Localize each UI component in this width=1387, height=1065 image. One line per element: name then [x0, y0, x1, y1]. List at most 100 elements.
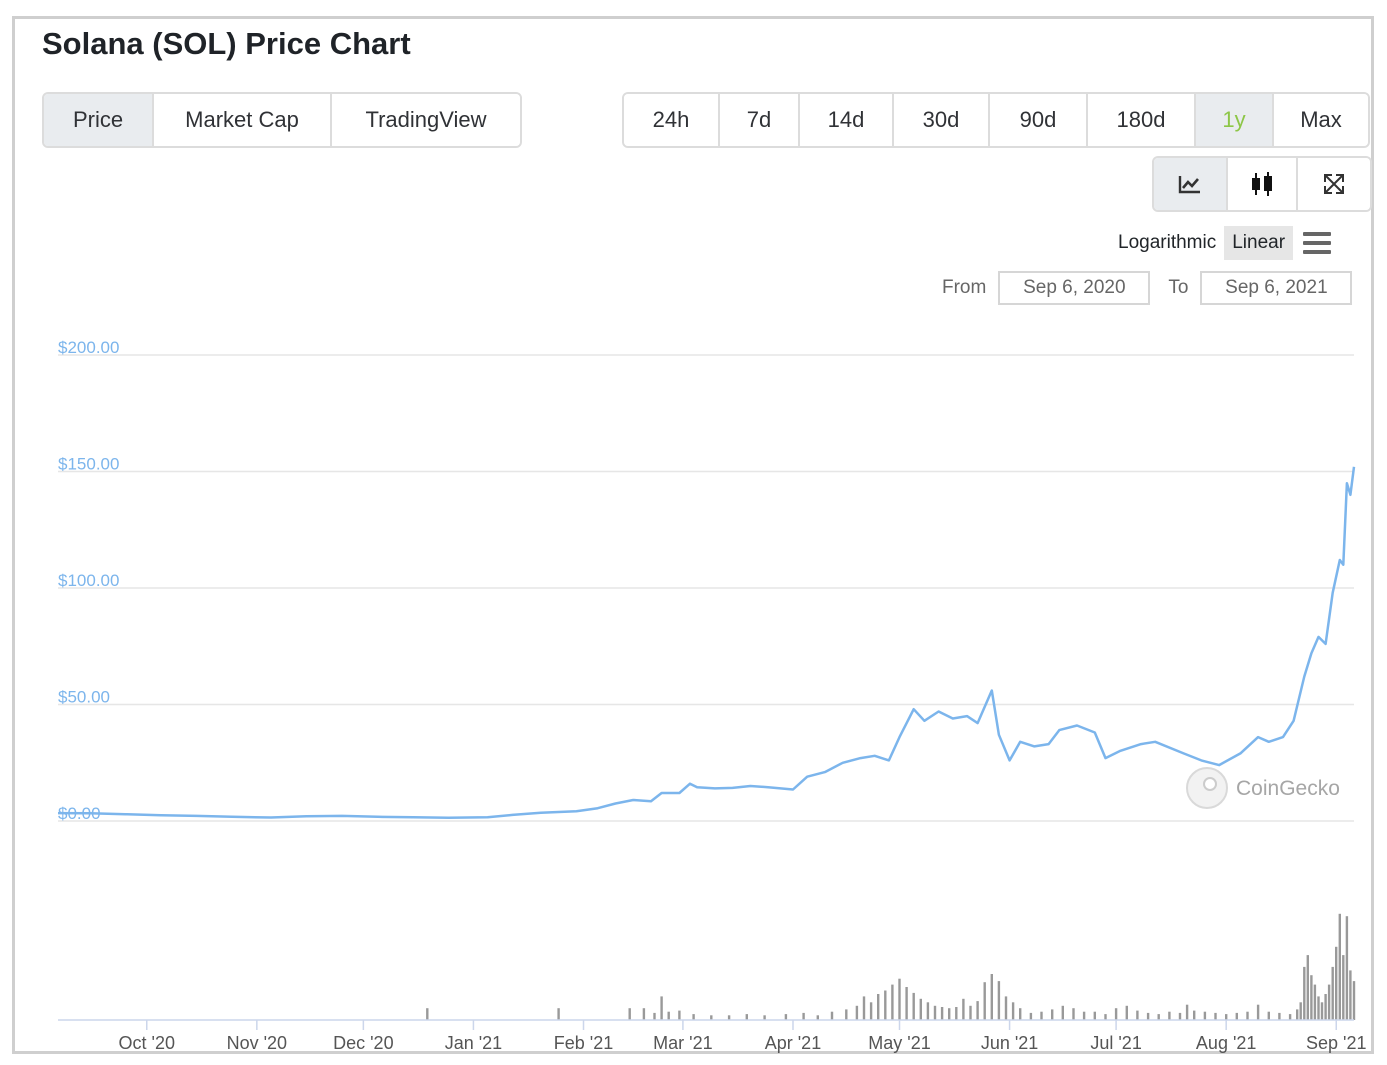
- volume-bar: [1004, 996, 1008, 1020]
- volume-bar: [426, 1008, 429, 1020]
- tab-market-cap[interactable]: Market Cap: [154, 94, 332, 146]
- volume-bar: [1303, 966, 1306, 1020]
- fullscreen-icon: [1324, 174, 1344, 194]
- volume-bar: [1320, 1002, 1324, 1020]
- range-30d[interactable]: 30d: [894, 94, 990, 146]
- volume-bar: [1256, 1004, 1260, 1020]
- volume-bar: [898, 978, 901, 1020]
- volume-bar: [660, 996, 663, 1020]
- volume-bar: [1235, 1012, 1238, 1020]
- volume-bar: [1352, 981, 1356, 1020]
- time-range-selector: 24h 7d 14d 30d 90d 180d 1y Max: [622, 92, 1370, 148]
- price-series-line: [57, 466, 1356, 819]
- chart-card: [12, 16, 1374, 1054]
- hamburger-menu-icon[interactable]: [1303, 232, 1332, 254]
- volume-bar: [1327, 984, 1331, 1020]
- fullscreen-button[interactable]: [1298, 158, 1370, 210]
- volume-bar: [1313, 984, 1317, 1020]
- range-90d[interactable]: 90d: [990, 94, 1088, 146]
- volume-bar: [1072, 1008, 1075, 1020]
- watermark-text: CoinGecko: [1236, 777, 1340, 800]
- volume-bar: [969, 1005, 972, 1020]
- volume-bar: [948, 1008, 951, 1020]
- candlestick-icon: [1252, 172, 1272, 196]
- volume-bar: [884, 990, 887, 1020]
- y-tick-label: $200.00: [58, 338, 119, 357]
- range-1y[interactable]: 1y: [1196, 94, 1274, 146]
- volume-bar: [940, 1007, 944, 1020]
- y-tick-label: $100.00: [58, 571, 119, 590]
- from-date-input[interactable]: [998, 271, 1151, 305]
- volume-bar: [1342, 955, 1345, 1020]
- volume-bar: [933, 1005, 937, 1020]
- volume-bar: [802, 1012, 805, 1020]
- y-tick-label: $50.00: [58, 688, 110, 707]
- volume-bar: [962, 998, 965, 1020]
- date-range: From To: [930, 270, 1353, 306]
- x-tick-label: Aug '21: [1196, 1033, 1257, 1053]
- volume-bar: [1193, 1010, 1196, 1020]
- volume-bar: [1082, 1011, 1086, 1020]
- volume-bar: [1185, 1004, 1189, 1020]
- volume-bar: [976, 1001, 979, 1020]
- volume-bar: [1317, 996, 1320, 1020]
- volume-bar: [1114, 1008, 1118, 1020]
- chart-tabs: Price Market Cap TradingView: [42, 92, 522, 148]
- x-tick-label: Sep '21: [1306, 1033, 1367, 1053]
- x-tick-label: Jul '21: [1090, 1033, 1141, 1053]
- volume-bar: [1019, 1008, 1022, 1020]
- volume-bar: [1278, 1012, 1281, 1020]
- volume-bar: [1093, 1011, 1096, 1020]
- range-180d[interactable]: 180d: [1088, 94, 1196, 146]
- range-24h[interactable]: 24h: [624, 94, 720, 146]
- volume-bar: [905, 987, 908, 1020]
- line-chart-icon: [1178, 176, 1200, 194]
- volume-bar: [919, 998, 922, 1020]
- volume-bar: [830, 1011, 834, 1020]
- line-chart-button[interactable]: [1154, 158, 1228, 210]
- volume-bar: [784, 1014, 788, 1020]
- x-tick-label: Oct '20: [119, 1033, 175, 1053]
- volume-bar: [1296, 1009, 1299, 1020]
- x-tick-label: Apr '21: [765, 1033, 821, 1053]
- volume-bar: [1178, 1012, 1182, 1020]
- volume-bar: [1338, 913, 1341, 1020]
- range-14d[interactable]: 14d: [800, 94, 894, 146]
- volume-bar: [997, 981, 1001, 1020]
- linear-option[interactable]: Linear: [1224, 226, 1294, 260]
- volume-bar: [816, 1015, 819, 1020]
- volume-bar: [1267, 1011, 1270, 1020]
- volume-bars: [426, 913, 1356, 1020]
- range-7d[interactable]: 7d: [720, 94, 800, 146]
- from-label: From: [942, 277, 987, 298]
- volume-bar: [628, 1008, 631, 1020]
- to-date-input[interactable]: [1200, 271, 1353, 305]
- volume-bar: [1310, 975, 1313, 1020]
- volume-bar: [869, 1002, 873, 1020]
- volume-bar: [1349, 970, 1352, 1020]
- volume-bar: [557, 1008, 560, 1020]
- volume-bar: [1029, 1012, 1033, 1020]
- range-max[interactable]: Max: [1274, 94, 1368, 146]
- volume-bar: [667, 1011, 670, 1020]
- tab-price[interactable]: Price: [44, 94, 154, 146]
- x-tick-label: Jun '21: [981, 1033, 1038, 1053]
- volume-bar: [1299, 1002, 1302, 1020]
- volume-bar: [1011, 1002, 1015, 1020]
- volume-bar: [845, 1009, 848, 1020]
- to-label: To: [1168, 277, 1189, 298]
- volume-bar: [891, 984, 894, 1020]
- volume-bar: [1203, 1011, 1207, 1020]
- logarithmic-option[interactable]: Logarithmic: [1118, 232, 1217, 253]
- volume-bar: [1061, 1005, 1064, 1020]
- volume-bar: [642, 1008, 646, 1020]
- volume-bar: [855, 1005, 859, 1020]
- volume-bar: [1288, 1014, 1292, 1020]
- volume-bar: [1136, 1010, 1139, 1020]
- volume-bar: [1051, 1009, 1054, 1020]
- volume-bar: [727, 1015, 731, 1020]
- volume-bar: [990, 974, 993, 1020]
- tab-tradingview[interactable]: TradingView: [332, 94, 520, 146]
- candlestick-button[interactable]: [1228, 158, 1298, 210]
